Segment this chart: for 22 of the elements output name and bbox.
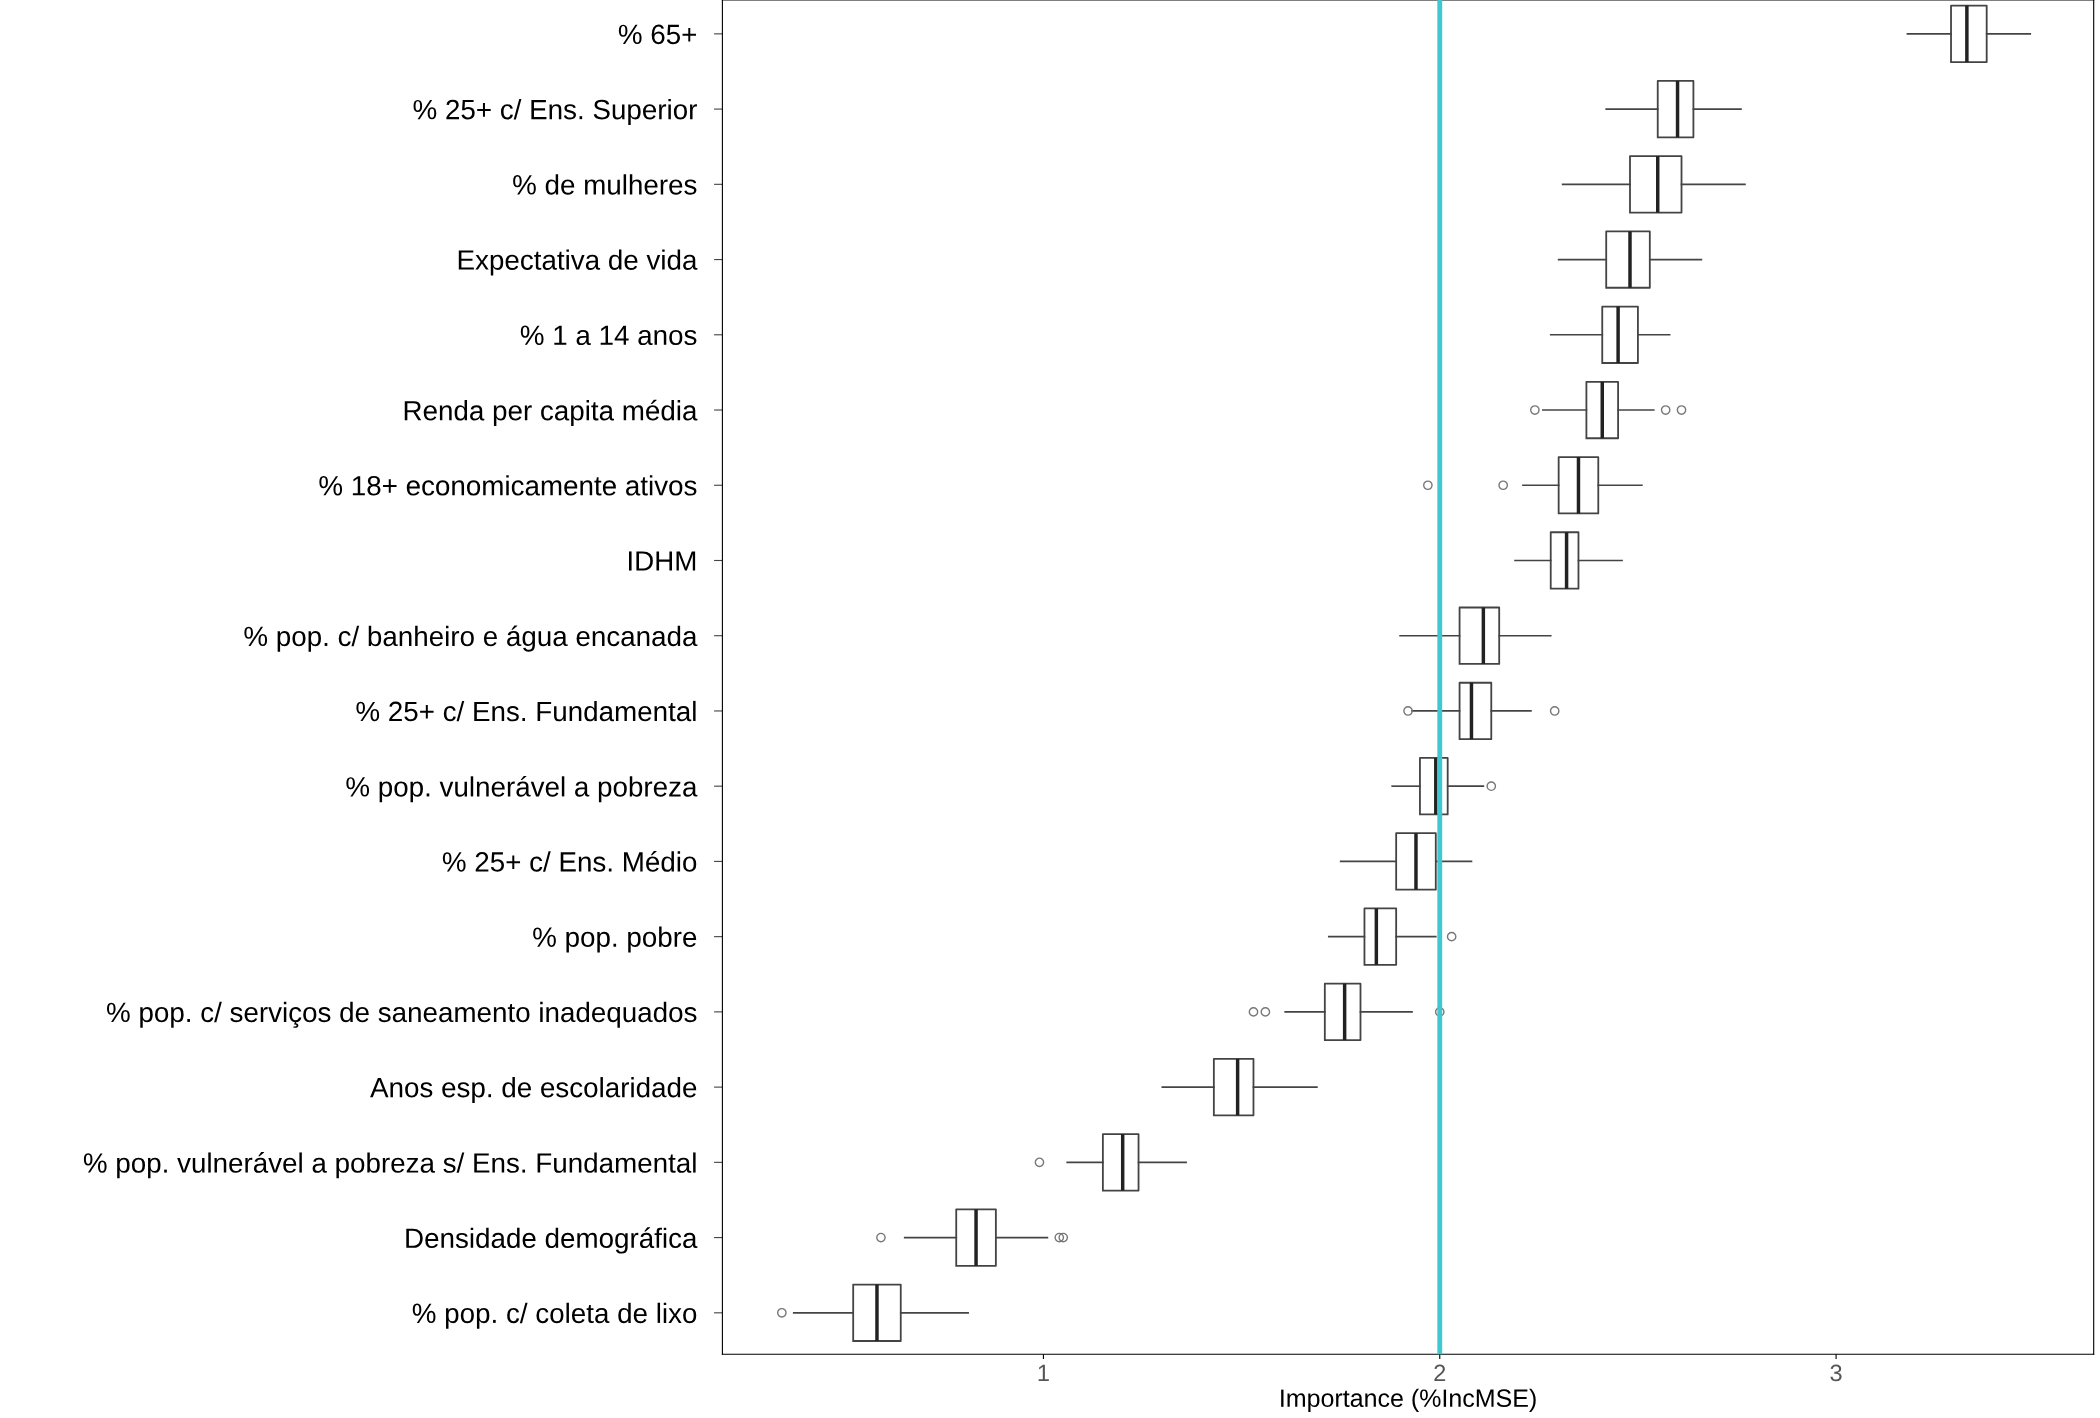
y-tick-label: Anos esp. de escolaridade [370,1077,697,1103]
y-tick-label: % 65+ [618,24,697,45]
x-tick-label: 2 [1434,1364,1446,1382]
y-tick-label: % 25+ c/ Ens. Superior [413,99,697,125]
y-tick-label: % de mulheres [513,174,697,195]
y-tick-label: % 25+ c/ Ens. Médio [442,851,697,872]
y-tick-label: % 25+ c/ Ens. Fundamental [356,700,696,722]
y-tick-label: % pop. vulnerável a pobreza s/ Ens. Fundamental [83,1152,696,1179]
y-tick-label: % pop. c/ coleta de lixo [412,1302,697,1329]
y-tick-label: % pop. vulnerável a pobreza [346,775,698,803]
y-tick-label: % pop. c/ banheiro e água encanada [244,625,698,652]
y-tick-label: Densidade demográfica [406,1227,698,1254]
x-axis-title: Importance (%IncMSE) [1281,1388,1536,1412]
y-tick-label: % pop. c/ serviços de saneamento inadequados [107,1001,697,1028]
y-tick-label: IDHM [628,551,696,571]
y-tick-label: Expectativa de vida [458,249,698,276]
x-tick-label: 3 [1830,1364,1842,1382]
y-tick-label: Renda per capita média [404,399,698,427]
y-tick-label: % pop. pobre [533,926,697,953]
x-tick-label: 1 [1038,1364,1049,1382]
y-tick-label: % 18+ economicamente ativos [319,475,697,496]
y-tick-label: % 1 a 14 anos [520,325,697,346]
